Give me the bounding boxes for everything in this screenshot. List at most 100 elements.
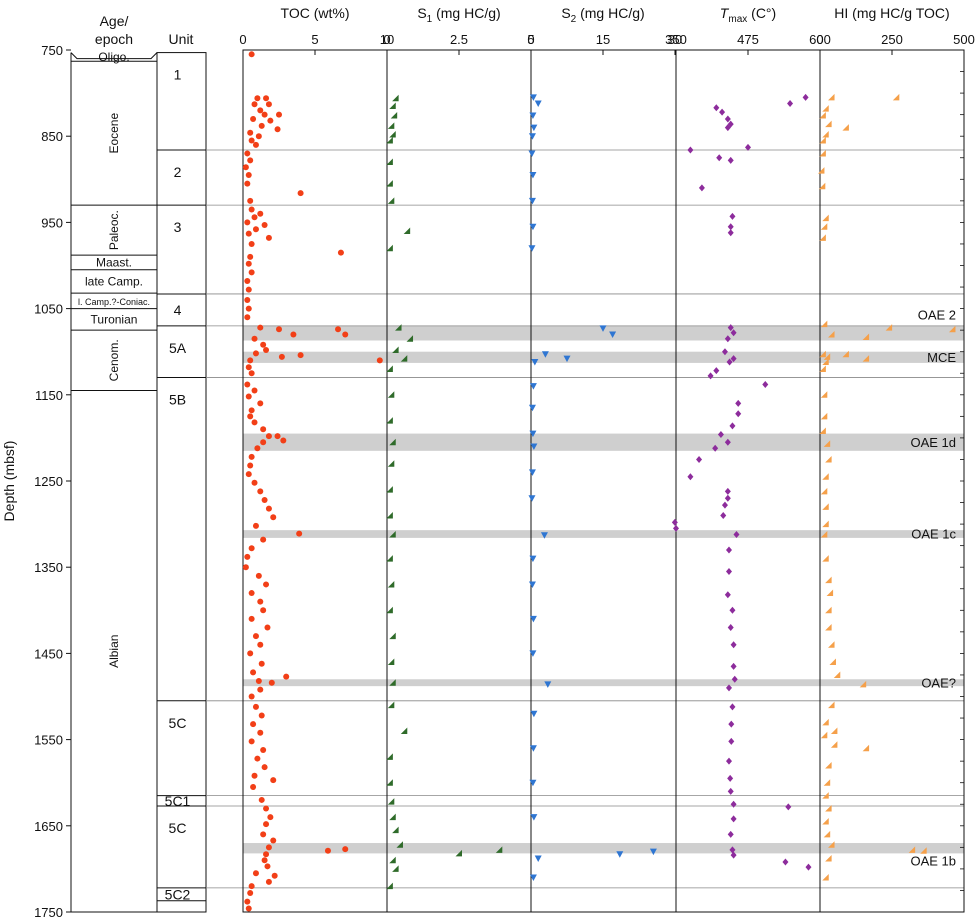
y-tick-label: 850 bbox=[41, 129, 63, 144]
data-point bbox=[733, 530, 740, 538]
data-point bbox=[727, 830, 734, 838]
data-point bbox=[297, 352, 304, 359]
data-point bbox=[822, 874, 829, 881]
data-point bbox=[252, 141, 259, 148]
data-point bbox=[248, 590, 255, 597]
data-point bbox=[530, 443, 538, 451]
data-point bbox=[819, 112, 826, 119]
data-point bbox=[251, 387, 258, 394]
data-point bbox=[730, 815, 737, 823]
data-point bbox=[529, 430, 537, 438]
data-point bbox=[389, 130, 396, 138]
data-point bbox=[822, 817, 829, 825]
data-point bbox=[248, 51, 255, 58]
data-point bbox=[599, 325, 607, 332]
data-point bbox=[528, 469, 536, 476]
age-label: Albian bbox=[107, 635, 121, 668]
data-point bbox=[248, 453, 255, 460]
unit-header: Unit bbox=[169, 31, 194, 47]
x-tick-label: 0 bbox=[383, 32, 390, 47]
data-point bbox=[721, 348, 728, 356]
data-point bbox=[290, 331, 297, 338]
data-point bbox=[828, 641, 835, 648]
data-point bbox=[247, 650, 254, 657]
data-point bbox=[762, 380, 769, 388]
data-point bbox=[248, 883, 255, 890]
unit-label: 4 bbox=[174, 302, 182, 318]
data-point bbox=[244, 553, 251, 560]
data-point bbox=[540, 532, 548, 539]
data-point bbox=[252, 633, 259, 640]
data-point bbox=[842, 124, 849, 131]
data-point bbox=[609, 331, 617, 338]
event-band bbox=[243, 530, 964, 538]
data-point bbox=[529, 383, 537, 390]
data-point bbox=[267, 117, 274, 124]
data-point bbox=[787, 99, 794, 107]
data-point bbox=[822, 520, 829, 528]
data-point bbox=[719, 108, 726, 116]
data-point bbox=[274, 433, 281, 440]
data-point bbox=[244, 278, 251, 285]
data-point bbox=[342, 846, 349, 853]
data-point bbox=[400, 727, 408, 734]
age-label: late Camp. bbox=[85, 274, 143, 288]
data-point bbox=[396, 841, 403, 848]
data-point bbox=[247, 197, 254, 204]
data-point bbox=[276, 111, 282, 118]
data-point bbox=[247, 129, 254, 136]
unit-label: 5C bbox=[169, 715, 187, 731]
data-point bbox=[885, 324, 893, 331]
data-point bbox=[534, 100, 542, 107]
data-point bbox=[782, 858, 789, 866]
x-tick-label: 30 bbox=[668, 32, 682, 47]
data-point bbox=[392, 865, 399, 872]
event-band bbox=[243, 433, 964, 451]
event-band bbox=[243, 679, 964, 687]
data-point bbox=[260, 426, 267, 433]
data-point bbox=[251, 419, 258, 426]
data-point bbox=[250, 669, 257, 676]
data-point bbox=[716, 154, 723, 162]
data-point bbox=[530, 124, 538, 132]
data-point bbox=[251, 772, 258, 779]
data-point bbox=[257, 210, 264, 217]
data-point bbox=[820, 223, 828, 230]
x-tick-label: 10 bbox=[380, 32, 394, 47]
data-point bbox=[819, 350, 826, 358]
data-point bbox=[265, 101, 272, 108]
data-point bbox=[257, 324, 264, 331]
data-point bbox=[529, 615, 537, 623]
data-point bbox=[530, 814, 538, 821]
data-point bbox=[673, 524, 679, 532]
data-point bbox=[245, 171, 252, 178]
data-point bbox=[529, 650, 537, 657]
data-point bbox=[528, 404, 536, 412]
data-point bbox=[822, 503, 829, 510]
data-point bbox=[842, 350, 849, 358]
data-point bbox=[730, 355, 737, 363]
data-point bbox=[735, 399, 742, 407]
age-header: epoch bbox=[95, 31, 133, 47]
data-point bbox=[248, 545, 255, 552]
data-point bbox=[245, 364, 252, 371]
data-point bbox=[257, 641, 264, 648]
data-point bbox=[687, 473, 694, 481]
x-tick-label: 475 bbox=[737, 32, 759, 47]
y-tick-label: 1550 bbox=[34, 733, 63, 748]
data-point bbox=[276, 326, 282, 333]
data-point bbox=[244, 296, 251, 303]
data-point bbox=[862, 744, 870, 752]
data-point bbox=[252, 226, 259, 233]
data-point bbox=[725, 546, 732, 554]
data-point bbox=[948, 325, 956, 333]
data-point bbox=[920, 847, 927, 854]
age-label: Turonian bbox=[91, 312, 138, 326]
data-point bbox=[819, 427, 826, 435]
x-tick-label: 250 bbox=[881, 32, 903, 47]
unit-label: 2 bbox=[174, 164, 182, 180]
data-point bbox=[264, 624, 271, 631]
data-point bbox=[263, 95, 270, 102]
data-point bbox=[531, 359, 539, 366]
data-point bbox=[278, 353, 285, 360]
